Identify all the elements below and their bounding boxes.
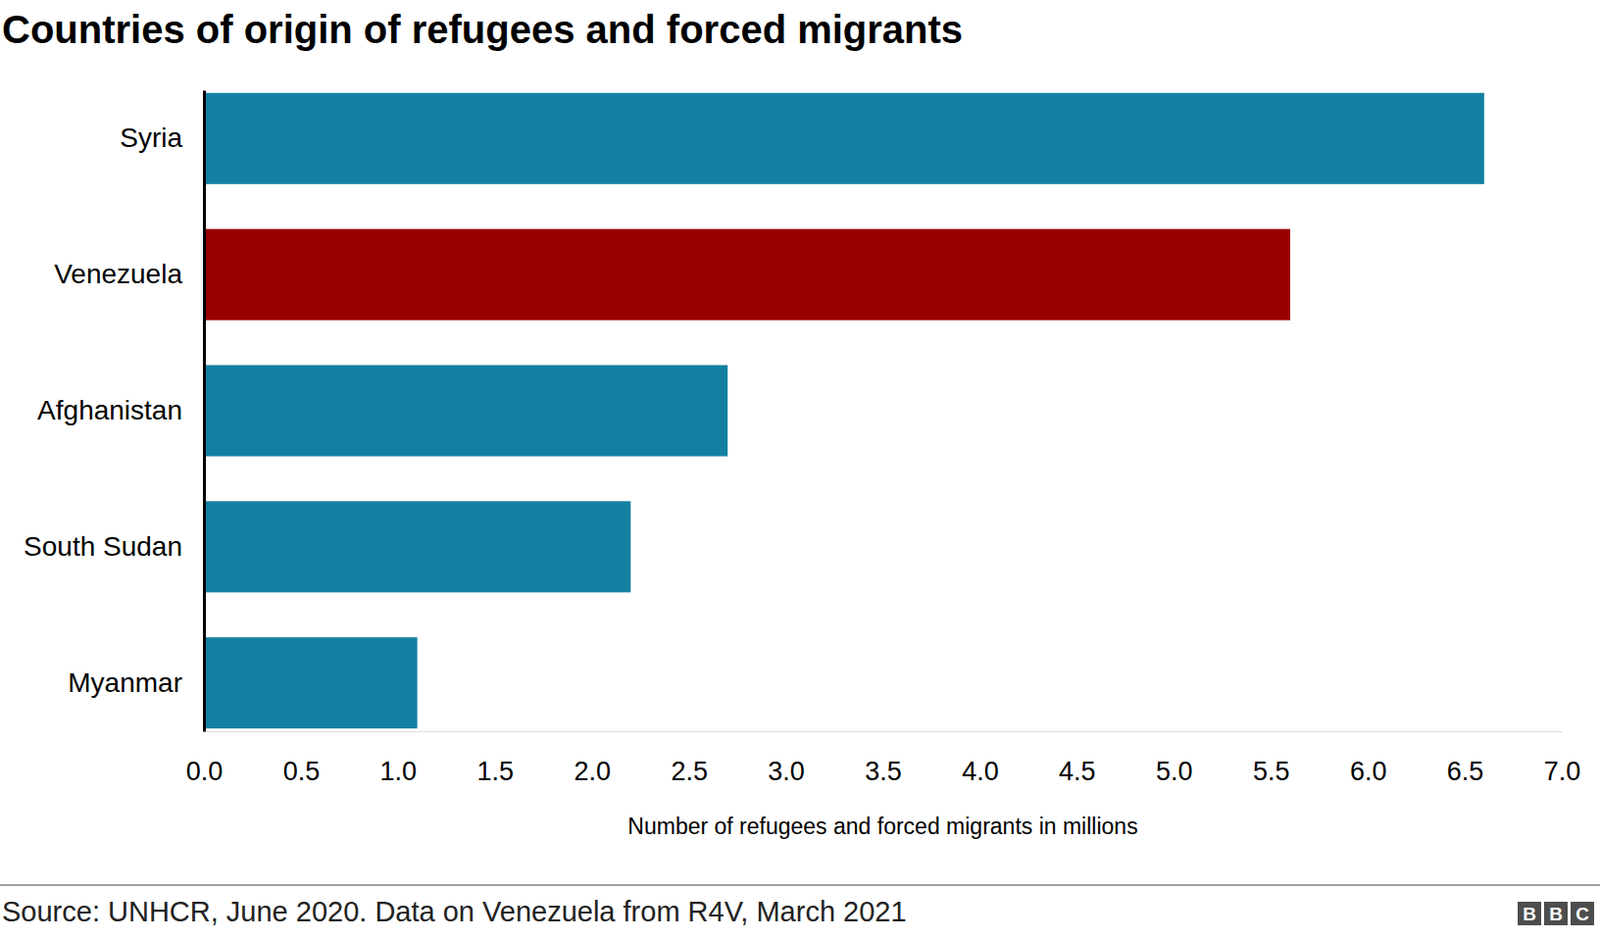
x-tick: 7.0 bbox=[1544, 731, 1582, 787]
title: Countries of origin of refugees and forc… bbox=[1, 7, 963, 51]
x-tick-label: 0.0 bbox=[186, 756, 224, 787]
source: Source: UNHCR, June 2020. Data on Venezu… bbox=[1, 896, 907, 928]
x-tick-label: 5.5 bbox=[1252, 756, 1291, 787]
x-tick-label: 7.0 bbox=[1544, 756, 1582, 787]
y-tick: Myanmar bbox=[67, 667, 204, 699]
y-tick: South Sudan bbox=[23, 531, 204, 562]
x-tick-label: 3.5 bbox=[864, 756, 902, 787]
x-tick: 5.0 bbox=[1155, 731, 1194, 787]
x-tick: 2.5 bbox=[670, 731, 708, 787]
y-tick-label: Myanmar bbox=[67, 667, 183, 699]
x-tick: 1.0 bbox=[380, 731, 418, 787]
x-axis-title: Number of refugees and forced migrants i… bbox=[627, 813, 1138, 840]
chart: Countries of origin of refugees and forc… bbox=[0, 0, 1600, 939]
x-tick: 5.5 bbox=[1252, 731, 1291, 787]
y-tick: Venezuela bbox=[53, 258, 204, 290]
x-tick-label: 5.0 bbox=[1155, 756, 1194, 787]
y-tick-label: Afghanistan bbox=[37, 395, 183, 426]
x-tick: 4.5 bbox=[1058, 731, 1097, 787]
x-tick-label: 4.5 bbox=[1058, 756, 1097, 787]
x-tick-label: 6.5 bbox=[1447, 756, 1485, 787]
y-tick: Afghanistan bbox=[37, 395, 204, 426]
footer-rule bbox=[0, 884, 1600, 887]
bar bbox=[203, 229, 1291, 321]
bars bbox=[203, 93, 1485, 729]
y-tick-label: South Sudan bbox=[23, 531, 183, 562]
x-tick-label: 3.0 bbox=[767, 756, 805, 787]
x-tick-label: 2.5 bbox=[670, 756, 708, 787]
y-axis: Syria Venezuela Afghanistan South Sudan Myan… bbox=[23, 91, 204, 733]
x-tick: 2.0 bbox=[573, 731, 611, 787]
y-tick-label: Syria bbox=[119, 122, 183, 153]
x-tick: 0.0 bbox=[186, 731, 224, 787]
x-axis: 0.0 0.5 1.0 1.5 2.0 2.5 3.0 3.5 4.0 4.5 5.0 5.5 6.0 6… bbox=[186, 731, 1582, 787]
x-tick: 3.5 bbox=[864, 731, 902, 787]
x-tick: 6.0 bbox=[1350, 731, 1388, 787]
x-tick-label: 6.0 bbox=[1350, 756, 1388, 787]
bar bbox=[203, 500, 631, 593]
y-axis-line bbox=[202, 91, 206, 733]
x-tick: 1.5 bbox=[477, 731, 515, 787]
bar bbox=[203, 364, 728, 456]
x-tick: 4.0 bbox=[961, 731, 1000, 787]
logo: BBC bbox=[1517, 901, 1595, 926]
y-tick-label: Venezuela bbox=[53, 258, 183, 290]
x-axis-line bbox=[204, 731, 1563, 733]
bar bbox=[203, 93, 1485, 185]
y-tick: Syria bbox=[119, 122, 204, 153]
x-tick-label: 4.0 bbox=[961, 756, 1000, 787]
x-tick-label: 0.5 bbox=[283, 756, 321, 787]
x-tick-label: 1.5 bbox=[477, 756, 515, 787]
logo-text: BBC bbox=[1522, 903, 1590, 925]
x-tick: 3.0 bbox=[767, 731, 805, 787]
x-tick: 6.5 bbox=[1447, 731, 1485, 787]
bar bbox=[203, 637, 418, 729]
x-tick: 0.5 bbox=[283, 731, 321, 787]
x-tick-label: 1.0 bbox=[380, 756, 418, 787]
x-tick-label: 2.0 bbox=[573, 756, 611, 787]
